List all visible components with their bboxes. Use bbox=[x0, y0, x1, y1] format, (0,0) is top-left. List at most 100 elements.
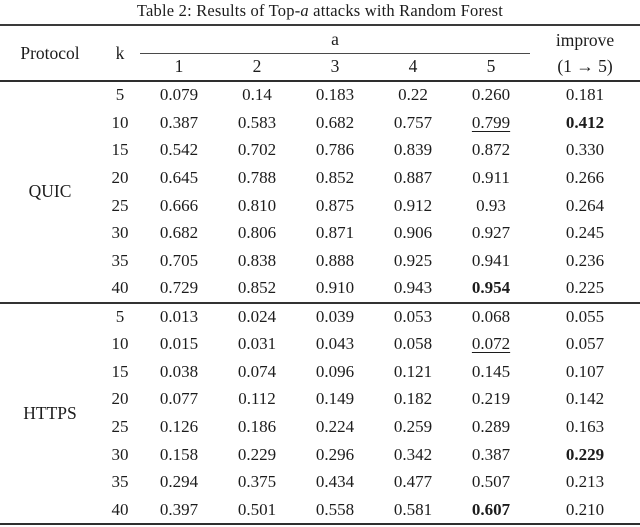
cell-a1: 0.015 bbox=[159, 334, 199, 354]
cell-a2: 0.838 bbox=[237, 250, 277, 270]
table-row: 25 0.666 0.810 0.875 0.912 0.93 0.264 bbox=[0, 192, 640, 220]
col-header-a4: 4 bbox=[374, 53, 452, 82]
cell-improve: 0.236 bbox=[565, 250, 605, 270]
cell-improve: 0.229 bbox=[565, 444, 605, 464]
cell-k: 20 bbox=[111, 167, 129, 187]
cell-a2: 0.074 bbox=[237, 361, 277, 381]
cell-a4: 0.342 bbox=[393, 444, 433, 464]
table-row: 20 0.077 0.112 0.149 0.182 0.219 0.142 bbox=[0, 386, 640, 414]
results-table: Protocol k a improve (1 → 5) 1 2 3 4 5 Q… bbox=[0, 24, 640, 525]
table-header: Protocol k a improve (1 → 5) 1 2 3 4 5 bbox=[0, 25, 640, 82]
cell-a3: 0.296 bbox=[315, 444, 355, 464]
cell-improve: 0.213 bbox=[565, 472, 605, 492]
cell-a3: 0.149 bbox=[315, 389, 355, 409]
cell-a1: 0.645 bbox=[159, 167, 199, 187]
cell-a3: 0.786 bbox=[315, 140, 355, 160]
cell-a1: 0.077 bbox=[159, 389, 199, 409]
cell-improve: 0.210 bbox=[565, 499, 605, 519]
cell-a5: 0.954 bbox=[471, 278, 511, 298]
cell-a4: 0.058 bbox=[393, 334, 433, 354]
cell-a2: 0.702 bbox=[237, 140, 277, 160]
col-header-a5: 5 bbox=[452, 53, 531, 82]
cell-a3: 0.434 bbox=[315, 472, 355, 492]
cell-k: 10 bbox=[111, 334, 129, 354]
cell-improve: 0.142 bbox=[565, 389, 605, 409]
cell-a1: 0.294 bbox=[159, 472, 199, 492]
cell-k: 15 bbox=[111, 140, 129, 160]
cell-a5: 0.872 bbox=[471, 140, 511, 160]
cell-improve: 0.163 bbox=[565, 417, 605, 437]
cell-a5: 0.607 bbox=[471, 499, 511, 519]
table-row: 35 0.705 0.838 0.888 0.925 0.941 0.236 bbox=[0, 247, 640, 275]
cell-a4: 0.22 bbox=[398, 85, 428, 105]
cell-a5: 0.260 bbox=[471, 85, 511, 105]
cell-improve: 0.264 bbox=[565, 195, 605, 215]
cell-improve: 0.107 bbox=[565, 361, 605, 381]
cell-a4: 0.757 bbox=[393, 112, 433, 132]
improve-label-line2: (1 → 5) bbox=[557, 56, 613, 76]
cell-a2: 0.583 bbox=[237, 112, 277, 132]
table-row: 40 0.397 0.501 0.558 0.581 0.607 0.210 bbox=[0, 496, 640, 524]
table-row: 15 0.038 0.074 0.096 0.121 0.145 0.107 bbox=[0, 358, 640, 386]
cell-a1: 0.682 bbox=[159, 223, 199, 243]
cell-a2: 0.806 bbox=[237, 223, 277, 243]
cell-a1: 0.126 bbox=[159, 417, 199, 437]
table-body: QUIC 5 0.079 0.14 0.183 0.22 0.260 0.181 … bbox=[0, 81, 640, 524]
cell-a2: 0.024 bbox=[218, 301, 296, 331]
table-row: 40 0.729 0.852 0.910 0.943 0.954 0.225 bbox=[0, 275, 640, 303]
cell-a5: 0.799 bbox=[471, 112, 511, 132]
cell-a3: 0.852 bbox=[315, 167, 355, 187]
cell-a3: 0.558 bbox=[315, 499, 355, 519]
cell-k: 30 bbox=[111, 223, 129, 243]
cell-a4: 0.259 bbox=[393, 417, 433, 437]
caption-prefix: Table 2: Results of Top- bbox=[136, 1, 301, 20]
cell-a4: 0.182 bbox=[393, 389, 433, 409]
cell-k: 40 bbox=[111, 499, 129, 519]
cell-a1: 0.158 bbox=[159, 444, 199, 464]
cell-a5: 0.072 bbox=[471, 334, 511, 354]
cell-a4: 0.581 bbox=[393, 499, 433, 519]
cell-k: 10 bbox=[111, 112, 129, 132]
cell-k: 35 bbox=[111, 250, 129, 270]
cell-a3: 0.096 bbox=[315, 361, 355, 381]
cell-k: 25 bbox=[111, 417, 129, 437]
table-row: HTTPS 5 0.013 0.024 0.039 0.053 0.068 0.0… bbox=[0, 301, 640, 524]
cell-a1: 0.387 bbox=[159, 112, 199, 132]
table-row: 35 0.294 0.375 0.434 0.477 0.507 0.213 bbox=[0, 469, 640, 497]
cell-a2: 0.031 bbox=[237, 334, 277, 354]
cell-a2: 0.186 bbox=[237, 417, 277, 437]
cell-a4: 0.477 bbox=[393, 472, 433, 492]
cell-a3: 0.871 bbox=[315, 223, 355, 243]
cell-k: 20 bbox=[111, 389, 129, 409]
cell-a5: 0.145 bbox=[471, 361, 511, 381]
col-header-a3: 3 bbox=[296, 53, 374, 82]
cell-a5: 0.941 bbox=[471, 250, 511, 270]
cell-a5: 0.911 bbox=[472, 167, 510, 187]
cell-a4: 0.121 bbox=[393, 361, 433, 381]
cell-a2: 0.375 bbox=[237, 472, 277, 492]
cell-improve: 0.330 bbox=[565, 140, 605, 160]
cell-improve: 0.181 bbox=[565, 85, 605, 105]
protocol-label: QUIC bbox=[28, 181, 72, 202]
cell-a3: 0.682 bbox=[315, 112, 355, 132]
cell-a5: 0.219 bbox=[471, 389, 511, 409]
col-header-k: k bbox=[100, 25, 140, 82]
cell-a1: 0.079 bbox=[159, 85, 199, 105]
cell-a3: 0.224 bbox=[315, 417, 355, 437]
cell-a3: 0.910 bbox=[315, 278, 355, 298]
cell-a5: 0.387 bbox=[471, 444, 511, 464]
cell-improve: 0.266 bbox=[565, 167, 605, 187]
cell-k: 5 bbox=[100, 301, 140, 331]
cell-improve: 0.245 bbox=[565, 223, 605, 243]
cell-a3: 0.183 bbox=[315, 85, 355, 105]
cell-k: 15 bbox=[111, 361, 129, 381]
cell-k: 35 bbox=[111, 472, 129, 492]
table-row: 10 0.015 0.031 0.043 0.058 0.072 0.057 bbox=[0, 330, 640, 358]
cell-a2: 0.112 bbox=[238, 389, 276, 409]
cell-a1: 0.666 bbox=[159, 195, 199, 215]
cell-a5: 0.93 bbox=[476, 195, 506, 215]
table-row: 30 0.682 0.806 0.871 0.906 0.927 0.245 bbox=[0, 219, 640, 247]
col-group-header-a: a bbox=[140, 25, 531, 54]
cell-a1: 0.729 bbox=[159, 278, 199, 298]
cell-a2: 0.810 bbox=[237, 195, 277, 215]
